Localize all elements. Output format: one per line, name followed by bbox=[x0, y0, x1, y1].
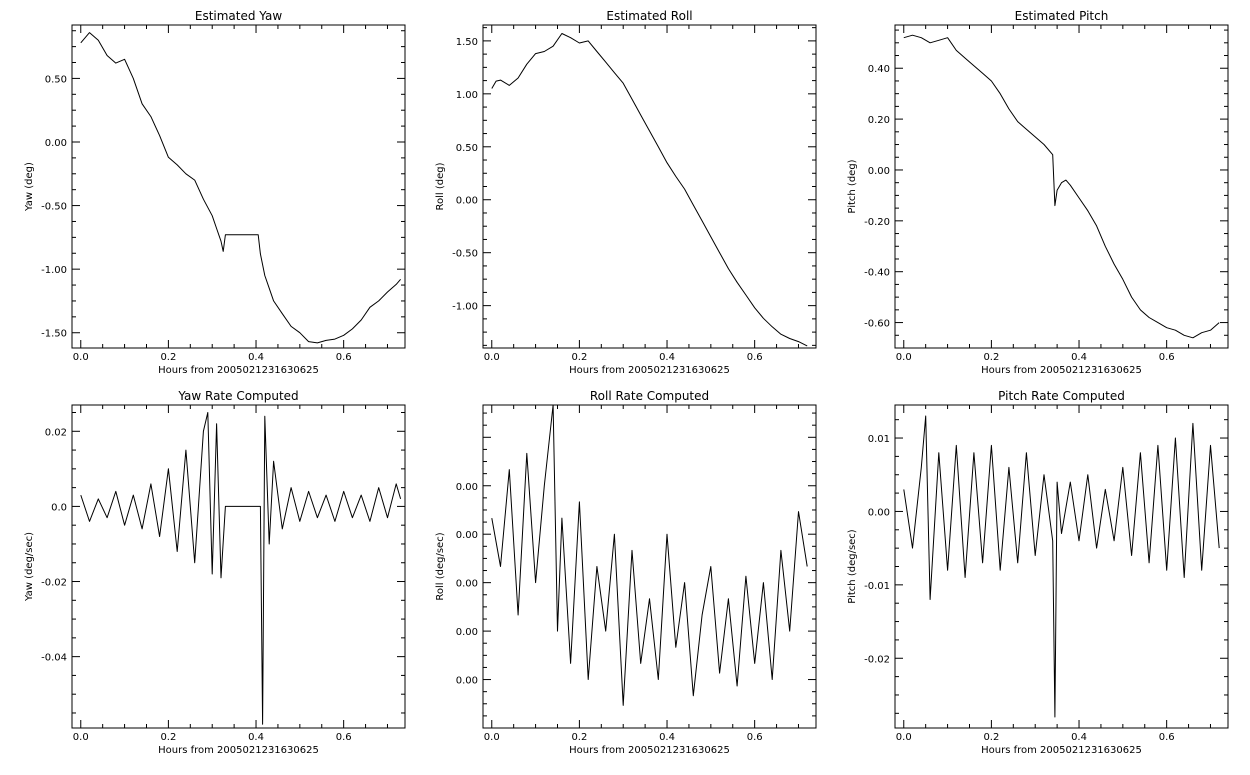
roll-ytick-label: 1.00 bbox=[456, 90, 478, 101]
roll-rate-ytick-label: 0.00 bbox=[456, 579, 478, 590]
yaw-rate-ytick-label: 0.02 bbox=[45, 427, 67, 438]
yaw-rate-xtick-label: 0.0 bbox=[73, 732, 89, 743]
roll-ylabel: Roll (deg) bbox=[435, 162, 446, 210]
pitch-ylabel: Pitch (deg) bbox=[847, 159, 858, 213]
roll-series-line bbox=[491, 33, 808, 347]
roll-plot-frame bbox=[482, 24, 817, 349]
roll-ytick-label: -1.00 bbox=[452, 302, 478, 313]
yaw-xlabel: Hours from 2005021231630625 bbox=[158, 365, 319, 376]
pitch-rate-ytick-label: -0.02 bbox=[864, 654, 890, 665]
pitch-rate-chart: Pitch Rate Computed 0.0 0.2 0.4 0.6 0.01 0.00 -… bbox=[847, 389, 1229, 756]
pitch-rate-ytick-label: 0.01 bbox=[868, 434, 890, 445]
pitch-rate-plot-frame bbox=[894, 404, 1229, 729]
pitch-ytick-label: -0.20 bbox=[864, 217, 890, 228]
roll-xtick-label: 0.2 bbox=[571, 352, 587, 363]
pitch-ytick-label: -0.40 bbox=[864, 268, 890, 279]
roll-title: Estimated Roll bbox=[606, 9, 692, 23]
yaw-ytick-label: -1.50 bbox=[41, 329, 67, 340]
pitch-rate-xtick-label: 0.2 bbox=[983, 732, 999, 743]
yaw-rate-ytick-label: -0.02 bbox=[41, 578, 67, 589]
roll-rate-ytick-label: 0.00 bbox=[456, 627, 478, 638]
roll-rate-title: Roll Rate Computed bbox=[590, 389, 709, 403]
pitch-ytick-label: -0.60 bbox=[864, 319, 890, 330]
pitch-plot-frame bbox=[894, 24, 1229, 349]
yaw-xtick-label: 0.2 bbox=[160, 352, 176, 363]
pitch-xtick-label: 0.2 bbox=[983, 352, 999, 363]
roll-xtick-label: 0.4 bbox=[659, 352, 675, 363]
pitch-rate-xtick-label: 0.0 bbox=[896, 732, 912, 743]
yaw-title: Estimated Yaw bbox=[195, 9, 282, 23]
yaw-rate-xtick-label: 0.2 bbox=[160, 732, 176, 743]
yaw-rate-title: Yaw Rate Computed bbox=[177, 389, 298, 403]
yaw-rate-chart: Yaw Rate Computed 0.0 0.2 0.4 0.6 0.02 0.0 -0.0… bbox=[24, 389, 406, 756]
roll-rate-xtick-label: 0.0 bbox=[484, 732, 500, 743]
pitch-ytick-label: 0.40 bbox=[868, 64, 890, 75]
yaw-rate-xtick-label: 0.4 bbox=[248, 732, 264, 743]
yaw-rate-ytick-label: -0.04 bbox=[41, 653, 67, 664]
yaw-ytick-label: -0.50 bbox=[41, 202, 67, 213]
pitch-rate-title: Pitch Rate Computed bbox=[998, 389, 1125, 403]
roll-rate-plot-frame bbox=[482, 404, 817, 729]
pitch-rate-ytick-label: -0.01 bbox=[864, 581, 890, 592]
pitch-xtick-label: 0.0 bbox=[896, 352, 912, 363]
roll-xtick-label: 0.0 bbox=[484, 352, 500, 363]
roll-rate-chart: Roll Rate Computed 0.0 0.2 0.4 0.6 0.00 0.00 0.… bbox=[435, 389, 817, 756]
pitch-ytick-label: 0.20 bbox=[868, 115, 890, 126]
yaw-xtick-label: 0.6 bbox=[336, 352, 352, 363]
yaw-ytick-label: 0.50 bbox=[45, 74, 67, 85]
roll-xtick-label: 0.6 bbox=[747, 352, 763, 363]
roll-chart: Estimated Roll 0.0 0.2 0.4 0.6 1.50 1.00 0.50 0.… bbox=[435, 9, 817, 376]
yaw-series-line bbox=[80, 32, 401, 344]
yaw-chart: Estimated Yaw 0.0 0.2 0.4 0.6 0.50 0.00 -0.50 -1… bbox=[24, 9, 406, 376]
roll-rate-xtick-label: 0.4 bbox=[659, 732, 675, 743]
yaw-ytick-label: 0.00 bbox=[45, 138, 67, 149]
roll-ytick-label: 1.50 bbox=[456, 37, 478, 48]
yaw-rate-ylabel: Yaw (deg/sec) bbox=[24, 532, 35, 602]
roll-rate-ylabel: Roll (deg/sec) bbox=[435, 532, 446, 600]
pitch-rate-xtick-label: 0.6 bbox=[1159, 732, 1175, 743]
roll-ytick-label: 0.50 bbox=[456, 143, 478, 154]
roll-rate-ytick-label: 0.00 bbox=[456, 676, 478, 687]
roll-rate-xtick-label: 0.6 bbox=[747, 732, 763, 743]
pitch-xtick-label: 0.4 bbox=[1071, 352, 1087, 363]
yaw-rate-series-line bbox=[80, 412, 402, 725]
pitch-series-line bbox=[903, 34, 1220, 339]
pitch-rate-series-line bbox=[903, 415, 1220, 718]
yaw-ytick-label: -1.00 bbox=[41, 265, 67, 276]
pitch-xlabel: Hours from 2005021231630625 bbox=[981, 365, 1142, 376]
yaw-xtick-label: 0.4 bbox=[248, 352, 264, 363]
roll-ytick-label: -0.50 bbox=[452, 249, 478, 260]
roll-rate-xlabel: Hours from 2005021231630625 bbox=[569, 745, 730, 756]
yaw-rate-xtick-label: 0.6 bbox=[336, 732, 352, 743]
roll-rate-ytick-label: 0.00 bbox=[456, 482, 478, 493]
pitch-chart: Estimated Pitch 0.0 0.2 0.4 0.6 0.40 0.20 0.00 -… bbox=[847, 9, 1229, 376]
pitch-ytick-label: 0.00 bbox=[868, 166, 890, 177]
pitch-xtick-label: 0.6 bbox=[1159, 352, 1175, 363]
roll-xlabel: Hours from 2005021231630625 bbox=[569, 365, 730, 376]
roll-ytick-label: 0.00 bbox=[456, 196, 478, 207]
yaw-xtick-label: 0.0 bbox=[73, 352, 89, 363]
yaw-rate-plot-frame bbox=[71, 404, 406, 729]
yaw-ylabel: Yaw (deg) bbox=[24, 162, 35, 212]
roll-rate-ytick-label: 0.00 bbox=[456, 530, 478, 541]
pitch-rate-xtick-label: 0.4 bbox=[1071, 732, 1087, 743]
pitch-title: Estimated Pitch bbox=[1015, 9, 1109, 23]
roll-rate-xtick-label: 0.2 bbox=[571, 732, 587, 743]
yaw-rate-xlabel: Hours from 2005021231630625 bbox=[158, 745, 319, 756]
pitch-rate-ytick-label: 0.00 bbox=[868, 507, 890, 518]
pitch-rate-ylabel: Pitch (deg/sec) bbox=[847, 529, 858, 604]
pitch-rate-xlabel: Hours from 2005021231630625 bbox=[981, 745, 1142, 756]
yaw-plot-frame bbox=[71, 24, 406, 349]
roll-rate-series-line bbox=[491, 404, 808, 706]
yaw-rate-ytick-label: 0.0 bbox=[51, 502, 67, 513]
